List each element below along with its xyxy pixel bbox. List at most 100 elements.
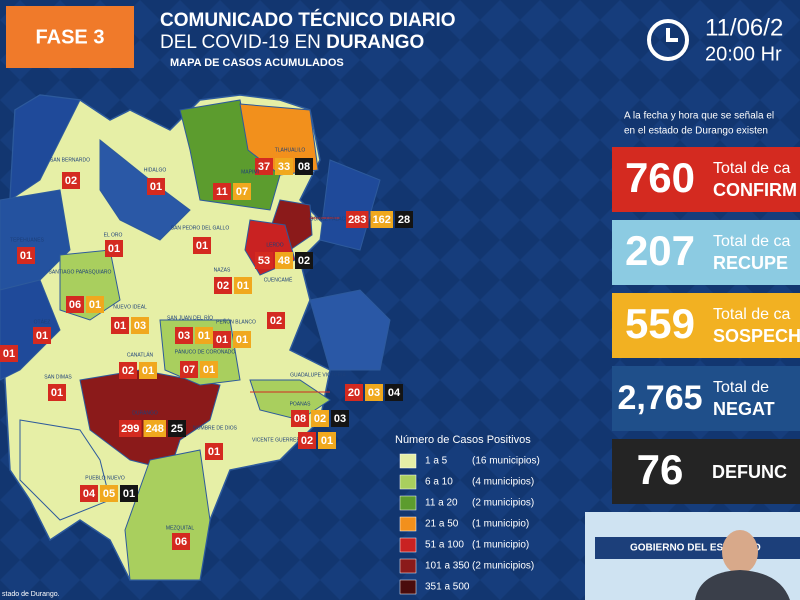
count: 20 (348, 387, 360, 399)
count-box (395, 211, 413, 228)
count-box (175, 327, 193, 344)
municipality-name: NOMBRE DE DIOS (193, 425, 238, 431)
stat-label-strong: DEFUNC (712, 462, 787, 482)
count: 162 (373, 214, 391, 226)
count: 11 (216, 186, 228, 198)
count-box (119, 420, 142, 437)
stat-label-strong: SOSPECH (713, 326, 800, 346)
count: 299 (121, 423, 139, 435)
count: 02 (217, 280, 229, 292)
stat-label-strong: CONFIRM (713, 180, 797, 200)
count: 08 (298, 161, 310, 173)
stat-label: Total de ca (713, 306, 790, 323)
count-box (370, 211, 393, 228)
count: 03 (334, 413, 346, 425)
municipality-name: MEZQUITAL (166, 525, 194, 531)
time: 20:00 Hr (705, 43, 782, 65)
footer-fragment: stado de Durango. (2, 591, 60, 598)
count: 03 (134, 320, 146, 332)
count-box (214, 277, 232, 294)
stat-card (612, 220, 800, 285)
count: 03 (368, 387, 380, 399)
count: 01 (236, 334, 248, 346)
count-box (139, 362, 157, 379)
stat-card (612, 366, 800, 431)
municipality-name: OTÁEZ (34, 318, 51, 325)
count: 02 (298, 255, 310, 267)
count: 01 (51, 387, 63, 399)
count: 48 (278, 255, 290, 267)
count: 05 (103, 488, 115, 500)
count-box (0, 345, 18, 362)
municipality-name: SAN JUAN DEL RÍO (167, 314, 213, 321)
legend-swatch (399, 537, 417, 553)
stat-label: Total de ca (713, 160, 790, 177)
count-box (267, 312, 285, 329)
count-box (147, 178, 165, 195)
intro-line: en el estado de Durango existen (624, 126, 768, 137)
count: 02 (301, 435, 313, 447)
count-box (385, 384, 403, 401)
count-box (205, 443, 223, 460)
legend-range: 51 a 100 (425, 540, 464, 551)
count: 01 (203, 364, 215, 376)
count: 01 (208, 446, 220, 458)
count-box (331, 410, 349, 427)
count: 01 (142, 365, 154, 377)
municipality-name: SAN PEDRO DEL GALLO (171, 225, 230, 231)
legend: 1 a 5 (16 municipios) 6 a 10 (4 municipios)… (399, 453, 540, 595)
count-box (213, 183, 231, 200)
count: 33 (278, 161, 290, 173)
count-box (66, 296, 84, 313)
municipality-name: TEPEHUANES (10, 237, 45, 243)
count: 03 (178, 330, 190, 342)
legend-count: (2 municipios) (472, 498, 534, 509)
count: 01 (237, 280, 249, 292)
count: 01 (108, 243, 120, 255)
legend-swatch (399, 495, 417, 511)
stat-card (612, 439, 800, 504)
count-box (105, 240, 123, 257)
stats: 760 Total de ca CONFIRM 207 Total de ca RECUP… (612, 147, 800, 504)
count-box (100, 485, 118, 502)
stat-label-strong: RECUPE (713, 253, 788, 273)
stat-label-strong: NEGAT (713, 399, 775, 419)
clock-icon (647, 19, 689, 61)
count: 02 (270, 315, 282, 327)
municipality-name: POANAS (290, 401, 312, 407)
count-box (295, 252, 313, 269)
municipality-name: SAN DIMAS (44, 374, 72, 380)
municipality-name: GÓMEZ PALACIO (309, 215, 350, 222)
count: 248 (146, 423, 164, 435)
video-banner: GOBIERNO DEL ESTADO D (630, 543, 761, 554)
count: 04 (388, 387, 401, 399)
municipality-name: SAN BERNARDO (50, 157, 90, 163)
count-box (298, 432, 316, 449)
count-box (291, 410, 309, 427)
count-box (195, 327, 213, 344)
count: 01 (89, 299, 101, 311)
legend-range: 1 a 5 (425, 456, 448, 467)
municipality-name: MAPIMÍ (241, 168, 259, 175)
legend-count: (2 municipios) (472, 561, 534, 572)
count: 01 (198, 330, 210, 342)
subtitle-prefix: DEL COVID-19 EN (160, 32, 321, 53)
legend-range: 21 a 50 (425, 519, 459, 530)
stat-number: 2,765 (617, 379, 702, 417)
count-box (295, 158, 313, 175)
intro-line: A la fecha y hora que se señala el (624, 111, 774, 122)
count-box (318, 432, 336, 449)
legend-swatch (399, 474, 417, 490)
video-inset: GOBIERNO DEL ESTADO D (585, 512, 800, 600)
legend-count: (16 municipios) (472, 456, 540, 467)
count-box (33, 327, 51, 344)
subtitle-state: DURANGO (326, 32, 424, 53)
count-box (143, 420, 166, 437)
municipality-name: TLAHUALILO (275, 147, 306, 153)
count: 37 (258, 161, 270, 173)
count: 04 (83, 488, 96, 500)
count: 07 (183, 364, 195, 376)
count-box (233, 331, 251, 348)
stat-number: 207 (625, 227, 695, 274)
stat-label: Total de ca (713, 233, 790, 250)
